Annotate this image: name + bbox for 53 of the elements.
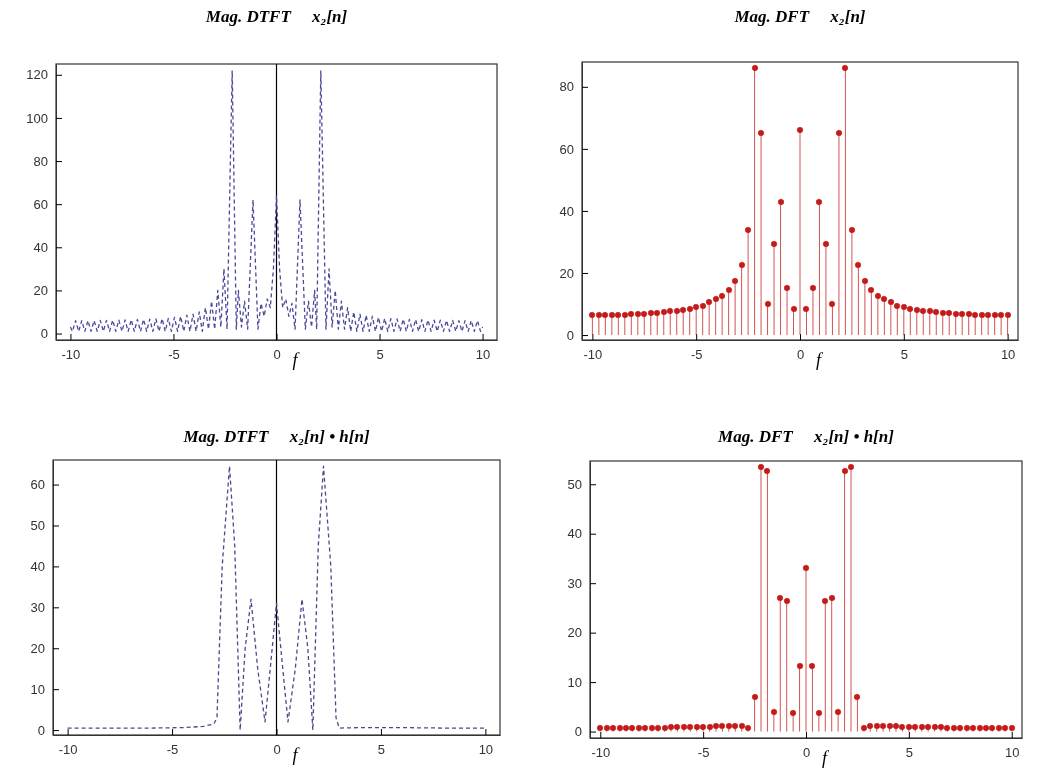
y-tick-label: 0 (37, 722, 45, 738)
y-tick-label: 0 (574, 724, 582, 740)
y-tick-label: 20 (567, 625, 582, 641)
y-tick-label: 20 (30, 640, 45, 656)
y-tick-label: 80 (33, 153, 48, 169)
x-tick-label: -5 (697, 745, 710, 761)
x-tick-label: -10 (583, 347, 603, 363)
y-tick-label: 10 (567, 674, 582, 690)
y-tick-label: 60 (30, 477, 45, 493)
x-tick-label: 5 (905, 745, 913, 761)
x-tick-label: -10 (58, 742, 78, 758)
x-tick-label: 0 (796, 347, 805, 363)
y-tick-label: 50 (567, 476, 582, 492)
y-tick-label: 10 (30, 681, 45, 697)
x-tick-label: -10 (61, 347, 81, 363)
x-axis-title: f (292, 350, 301, 370)
y-tick-label: 40 (30, 559, 45, 575)
y-tick-label: 50 (30, 518, 45, 534)
x-tick-label: 10 (478, 742, 494, 758)
x-tick-label: 5 (376, 347, 384, 363)
x-tick-label: 10 (1000, 347, 1016, 363)
y-tick-label: 120 (26, 67, 48, 83)
x-tick-label: -5 (690, 347, 703, 363)
x-tick-label: -5 (166, 742, 179, 758)
x-tick-label: 0 (802, 745, 811, 761)
y-tick-label: 60 (559, 141, 574, 157)
x-tick-label: 10 (475, 347, 491, 363)
x-axis-title: f (822, 748, 830, 768)
x-tick-label: -10 (591, 745, 611, 761)
chart-title: Mag. DFT x₂[n] • h[n] (717, 427, 895, 446)
x-tick-label: 0 (273, 347, 281, 363)
x-tick-label: 0 (273, 742, 281, 758)
x-tick-label: -5 (168, 347, 180, 363)
y-tick-label: 40 (559, 203, 574, 219)
y-tick-label: 60 (33, 196, 48, 212)
y-tick-label: 30 (30, 599, 45, 615)
y-tick-label: 30 (567, 575, 582, 591)
x-axis-title: f (816, 350, 824, 370)
y-tick-label: 40 (567, 526, 582, 542)
y-tick-label: 20 (559, 265, 574, 281)
x-axis-title: f (292, 745, 301, 765)
chart-title: Mag. DTFT x₂[n] • h[n] (182, 427, 370, 446)
y-tick-label: 40 (33, 239, 48, 255)
chart-title: Mag. DTFT x₂[n] (204, 7, 348, 26)
y-tick-label: 20 (33, 283, 48, 299)
y-tick-label: 0 (40, 326, 48, 342)
y-tick-label: 100 (26, 110, 48, 126)
y-tick-label: 0 (566, 327, 574, 343)
y-tick-label: 80 (559, 79, 574, 95)
x-tick-label: 5 (377, 742, 386, 758)
chart-title: Mag. DFT x₂[n] (733, 7, 866, 26)
x-tick-label: 5 (900, 347, 908, 363)
x-tick-label: 10 (1004, 745, 1020, 761)
